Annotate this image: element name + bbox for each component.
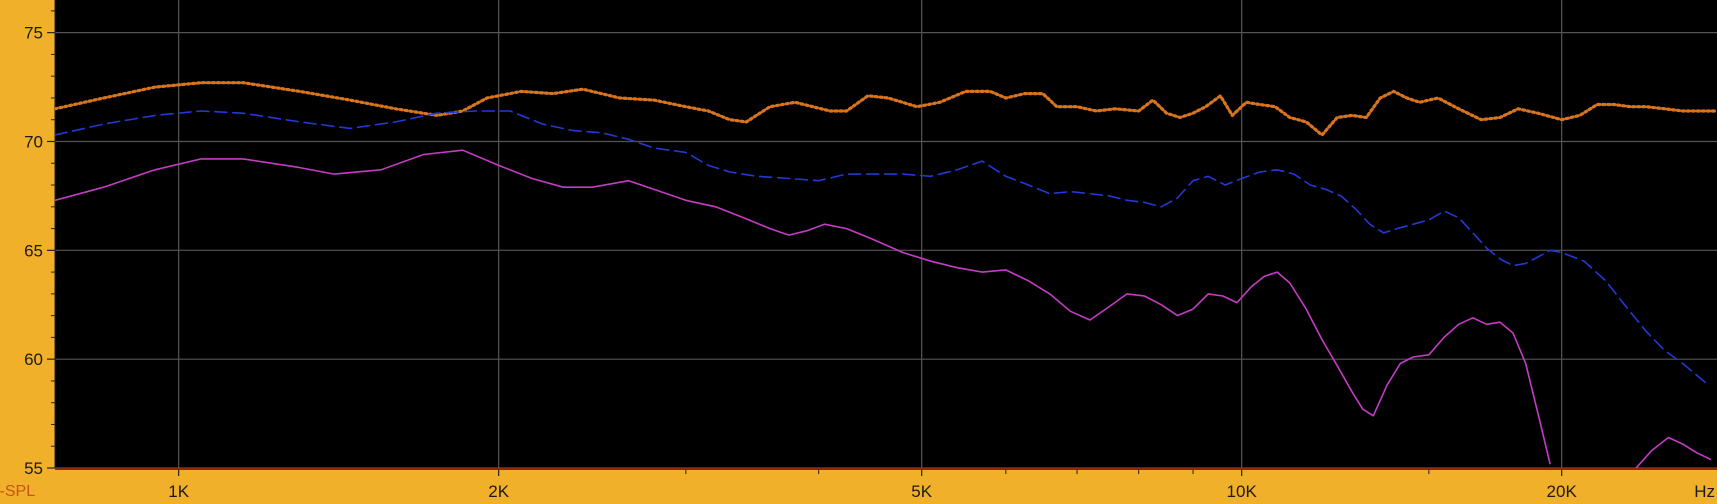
- x-tick-label-10K: 10K: [1227, 482, 1258, 501]
- series-line-magenta-2: [55, 149, 1551, 465]
- x-tick-label-2K: 2K: [488, 482, 509, 501]
- x-tick-label-5K: 5K: [911, 482, 932, 501]
- x-tick-label-20K: 20K: [1547, 482, 1578, 501]
- series-line-blue: [55, 110, 1710, 387]
- x-tick-label-1K: 1K: [168, 482, 189, 501]
- series-line-orange: [55, 81, 1717, 137]
- series-layer: [55, 81, 1717, 468]
- series-line-magenta-3: [1635, 436, 1712, 468]
- y-tick-label-75: 75: [24, 24, 43, 43]
- tick-labels: 55 60 65 70 75 1K 2K 5K 10K 20K Hz l-SPL: [0, 24, 1715, 501]
- y-tick-label-60: 60: [24, 350, 43, 369]
- y-tick-label-55: 55: [24, 459, 43, 478]
- x-unit-label: Hz: [1694, 482, 1715, 501]
- y-tick-label-70: 70: [24, 132, 43, 151]
- y-tick-label-65: 65: [24, 241, 43, 260]
- axes: [47, 0, 1717, 476]
- y-axis-label: l-SPL: [0, 483, 35, 500]
- plot-area: [55, 0, 1717, 468]
